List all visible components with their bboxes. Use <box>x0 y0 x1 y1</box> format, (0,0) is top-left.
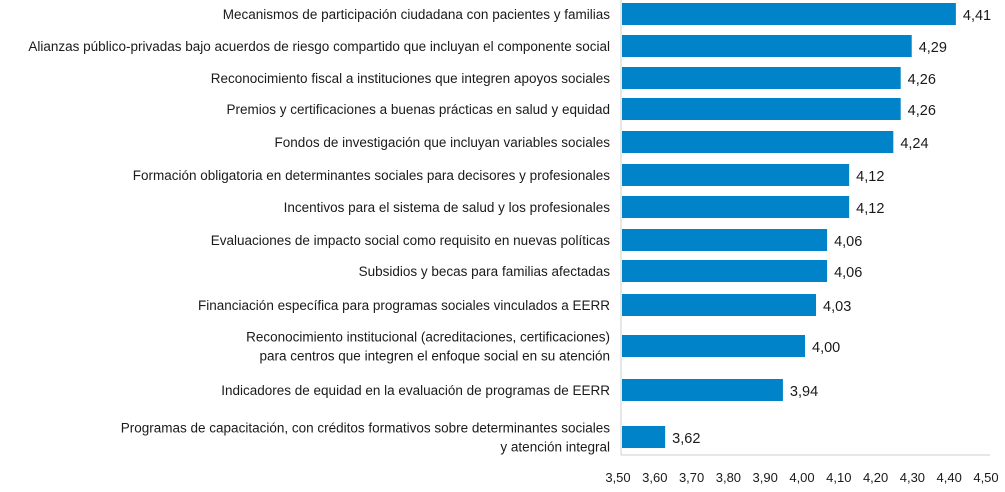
value-label: 4,24 <box>900 136 928 152</box>
category-label: Incentivos para el sistema de salud y lo… <box>284 200 611 215</box>
x-tick-label: 4,10 <box>826 470 851 485</box>
x-tick-label: 4,20 <box>863 470 888 485</box>
x-tick-label: 3,80 <box>716 470 741 485</box>
bar <box>622 335 805 357</box>
category-label: Premios y certificaciones a buenas práct… <box>227 102 610 117</box>
category-label: Fondos de investigación que incluyan var… <box>275 135 611 150</box>
value-label: 4,29 <box>919 40 947 56</box>
bar <box>622 164 850 186</box>
category-label: Financiación específica para programas s… <box>198 298 610 313</box>
value-label: 4,26 <box>908 72 936 88</box>
bar <box>622 379 783 401</box>
x-tick-label: 3,50 <box>605 470 630 485</box>
category-label: Reconocimiento fiscal a instituciones qu… <box>211 71 610 86</box>
bar <box>622 196 850 218</box>
value-label: 3,62 <box>672 431 700 447</box>
bar <box>622 35 912 57</box>
bar <box>622 131 894 153</box>
category-label: Programas de capacitación, con créditos … <box>121 421 610 436</box>
value-label: 3,94 <box>790 384 818 400</box>
category-label: Mecanismos de participación ciudadana co… <box>223 7 610 22</box>
category-label: y atención integral <box>500 440 610 455</box>
bar <box>622 294 817 316</box>
category-label: Formación obligatoria en determinantes s… <box>133 168 611 183</box>
category-label: Reconocimiento institucional (acreditaci… <box>246 330 610 345</box>
value-label: 4,03 <box>823 299 851 315</box>
x-tick-label: 3,70 <box>679 470 704 485</box>
x-tick-label: 4,50 <box>973 470 998 485</box>
value-label: 4,12 <box>856 169 884 185</box>
bar <box>622 229 828 251</box>
bar <box>622 260 828 282</box>
x-tick-label: 3,60 <box>642 470 667 485</box>
value-label: 4,06 <box>834 265 862 281</box>
value-label: 4,12 <box>856 201 884 217</box>
category-label: para centros que integren el enfoque soc… <box>260 349 611 364</box>
bar <box>622 98 901 120</box>
value-label: 4,00 <box>812 340 840 356</box>
category-label: Alianzas público-privadas bajo acuerdos … <box>28 39 610 54</box>
category-label: Evaluaciones de impacto social como requ… <box>211 233 610 248</box>
category-label: Subsidios y becas para familias afectada… <box>359 264 611 279</box>
bar <box>622 67 901 89</box>
bar <box>622 3 956 25</box>
value-label: 4,41 <box>963 8 991 24</box>
x-tick-label: 4,40 <box>937 470 962 485</box>
category-label: Indicadores de equidad en la evaluación … <box>221 383 610 398</box>
value-label: 4,06 <box>834 234 862 250</box>
value-label: 4,26 <box>908 103 936 119</box>
x-tick-label: 4,00 <box>789 470 814 485</box>
bar <box>622 426 666 448</box>
x-tick-label: 3,90 <box>753 470 778 485</box>
x-tick-label: 4,30 <box>900 470 925 485</box>
